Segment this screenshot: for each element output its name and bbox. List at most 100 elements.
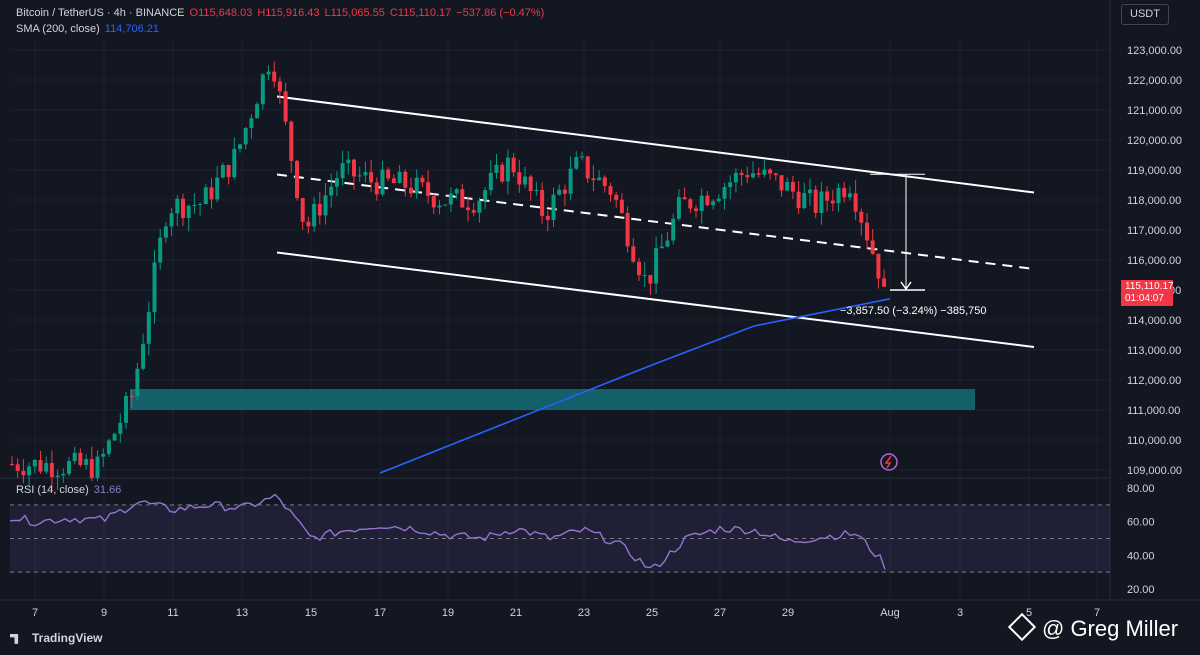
price-tick-label: 114,000.00: [1127, 315, 1181, 327]
candle-body: [460, 189, 465, 208]
price-axis[interactable]: 123,000.00 122,000.00 121,000.00 120,000.00…: [1127, 45, 1182, 596]
candle-body: [158, 237, 163, 263]
rsi-line: [9, 493, 886, 570]
lightning-icon[interactable]: [880, 453, 898, 471]
candle-body: [283, 91, 288, 122]
price-tick-label: 123,000.00: [1127, 45, 1182, 57]
candle-body: [67, 461, 71, 474]
sma-legend[interactable]: SMA (200, close) 114,706.21: [16, 23, 159, 35]
candle-body: [865, 222, 869, 241]
rsi-panel: [9, 493, 1110, 573]
candle-body: [443, 204, 448, 206]
candle-body: [699, 195, 704, 212]
candle-body: [306, 221, 311, 227]
descending-channel: [276, 95, 1035, 348]
rsi-legend[interactable]: RSI (14, close) 31.66: [16, 484, 121, 496]
candle-body: [249, 118, 254, 128]
candle-body: [27, 466, 32, 476]
time-tick-label: 21: [510, 607, 522, 619]
measure-arrow-head: [900, 281, 912, 291]
candle-body: [181, 198, 185, 218]
candle-body: [614, 194, 619, 200]
candle-body: [420, 177, 425, 183]
candle-body: [751, 173, 755, 178]
time-tick-label: 29: [782, 607, 794, 619]
candle-body: [277, 81, 282, 92]
candle-body: [352, 159, 356, 177]
candle-body: [466, 207, 470, 211]
time-tick-label: 15: [305, 607, 317, 619]
candle-body: [300, 198, 305, 222]
candle-body: [585, 156, 590, 179]
candle-body: [716, 198, 721, 202]
candle-body: [870, 240, 875, 254]
price-tick-label: 112,000.00: [1127, 375, 1181, 387]
candle-body: [135, 368, 140, 397]
candle-body: [494, 164, 499, 173]
candle-body: [471, 210, 476, 213]
candle-body: [551, 194, 556, 220]
channel-lower-line: [276, 251, 1035, 348]
price-tick-label: 109,000.00: [1127, 465, 1182, 477]
ohlc-low: L115,065.55: [324, 7, 385, 19]
price-tick-label: 120,000.00: [1127, 135, 1182, 147]
price-tick-label: 121,000.00: [1127, 105, 1182, 117]
candle-body: [448, 193, 453, 205]
candle-body: [260, 74, 265, 105]
candle-body: [186, 205, 191, 218]
candle-body: [545, 215, 550, 220]
time-tick-label: 25: [646, 607, 658, 619]
rsi-legend-label: RSI (14, close): [16, 484, 89, 496]
candle-body: [38, 459, 43, 472]
bar-countdown: 01:04:07: [1125, 293, 1164, 304]
candle-body: [557, 189, 562, 195]
candle-body: [363, 172, 368, 176]
rsi-legend-value: 31.66: [93, 484, 122, 496]
candle-body: [454, 189, 459, 194]
candle-body: [95, 456, 100, 479]
candle-body: [654, 248, 659, 284]
candle-body: [89, 459, 94, 479]
symbol-title[interactable]: Bitcoin / TetherUS · 4h · BINANCE: [16, 7, 185, 19]
candle-body: [55, 475, 60, 478]
time-tick-label: 5: [1026, 607, 1032, 619]
candle-body: [659, 246, 664, 249]
rsi-band-fill: [10, 504, 1110, 573]
candle-body: [728, 182, 733, 188]
candle-body: [808, 189, 812, 194]
candle-body: [540, 189, 545, 216]
candle-body: [602, 177, 607, 187]
tradingview-logo[interactable]: TradingView: [10, 631, 102, 645]
price-change: −537.86 (−0.47%): [456, 7, 545, 19]
candle-body: [830, 200, 835, 204]
candle-body: [78, 452, 83, 465]
candle-body: [146, 312, 151, 344]
currency-button[interactable]: USDT: [1121, 4, 1169, 25]
candle-body: [511, 157, 516, 173]
candle-body: [517, 172, 522, 185]
candle-body: [215, 177, 220, 200]
candle-body: [163, 226, 168, 238]
candle-body: [802, 193, 807, 209]
candle-body: [198, 204, 203, 206]
candle-body: [334, 178, 339, 187]
tradingview-icon: [10, 633, 19, 644]
candle-body: [295, 160, 299, 199]
candle-body: [380, 169, 385, 195]
candle-body: [323, 195, 328, 216]
candle-body: [819, 191, 824, 213]
ohlc-close: C115,110.17: [389, 7, 452, 19]
candle-body: [574, 157, 579, 169]
candle-body: [141, 343, 146, 369]
candle-body: [773, 173, 778, 176]
candle-body: [386, 169, 391, 179]
time-axis[interactable]: 7 9 11 13 15 17 19 21 23 25 27 29 Aug 3 5 7: [32, 607, 1100, 619]
candle-body: [876, 253, 881, 279]
candle-body: [369, 172, 374, 183]
price-tick-label: 113,000.00: [1127, 345, 1181, 357]
candle-body: [528, 176, 533, 192]
symbol-header: Bitcoin / TetherUS · 4h · BINANCE O115,64…: [16, 7, 549, 19]
channel-mid-line: [276, 173, 1035, 270]
candle-body: [44, 463, 49, 472]
